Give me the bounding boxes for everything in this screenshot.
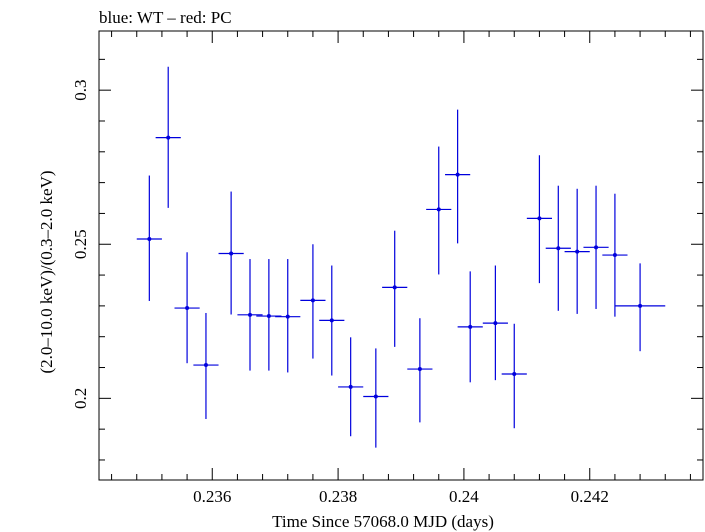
point-marker (348, 384, 353, 389)
x-tick-label: 0.236 (193, 487, 231, 506)
point-marker (493, 321, 498, 326)
data-point (407, 318, 433, 423)
point-marker (229, 251, 234, 256)
point-marker (575, 249, 580, 254)
data-point (363, 348, 389, 448)
point-marker (373, 394, 378, 399)
x-axis-label: Time Since 57068.0 MJD (days) (272, 512, 494, 531)
x-tick-label: 0.24 (449, 487, 479, 506)
data-point (155, 66, 181, 208)
point-marker (166, 135, 171, 140)
axis-ticks (99, 31, 703, 480)
plot-frame (98, 30, 704, 481)
point-marker (248, 312, 252, 317)
data-point (445, 109, 471, 244)
data-point (526, 155, 552, 284)
y-axis-label: (2.0–10.0 keV)/(0.3–2.0 keV) (37, 170, 56, 373)
x-tick-label: 0.242 (571, 487, 609, 506)
data-point (218, 191, 244, 315)
point-marker (468, 324, 473, 329)
point-marker (594, 245, 599, 250)
point-marker (556, 246, 561, 251)
point-marker (329, 318, 334, 323)
data-point (256, 259, 282, 371)
point-marker (638, 303, 643, 308)
point-marker (203, 363, 208, 368)
data-point (457, 271, 483, 383)
point-marker (436, 207, 441, 212)
point-marker (612, 253, 617, 258)
point-marker (392, 285, 397, 290)
data-marks (136, 66, 666, 448)
data-point (338, 337, 364, 437)
y-tick-labels: 0.2 0.25 0.3 (71, 80, 90, 409)
point-marker (266, 314, 271, 319)
y-tick-label: 0.2 (71, 388, 90, 409)
point-marker (455, 172, 460, 177)
data-point (319, 265, 345, 376)
point-marker (185, 306, 190, 311)
data-point (583, 185, 609, 309)
data-point (275, 259, 301, 373)
x-tick-labels: 0.236 0.238 0.24 0.242 (193, 487, 609, 506)
chart-title: blue: WT – red: PC (99, 8, 232, 27)
data-point (614, 263, 666, 352)
data-point (482, 265, 508, 381)
data-point (300, 244, 326, 359)
data-point (237, 259, 263, 371)
data-point (602, 193, 628, 317)
point-marker (310, 298, 315, 303)
point-marker (417, 367, 422, 372)
data-point (174, 252, 200, 364)
data-point (136, 175, 162, 301)
data-point (426, 146, 452, 275)
point-marker (512, 371, 517, 376)
data-point (545, 185, 571, 311)
y-tick-label: 0.3 (71, 80, 90, 101)
data-point (382, 230, 408, 347)
point-marker (537, 216, 542, 221)
data-point (501, 323, 527, 429)
data-point (193, 312, 219, 419)
y-tick-label: 0.25 (71, 229, 90, 259)
point-marker (147, 237, 152, 242)
data-point (564, 188, 590, 314)
point-marker (285, 314, 290, 319)
x-tick-label: 0.238 (319, 487, 357, 506)
